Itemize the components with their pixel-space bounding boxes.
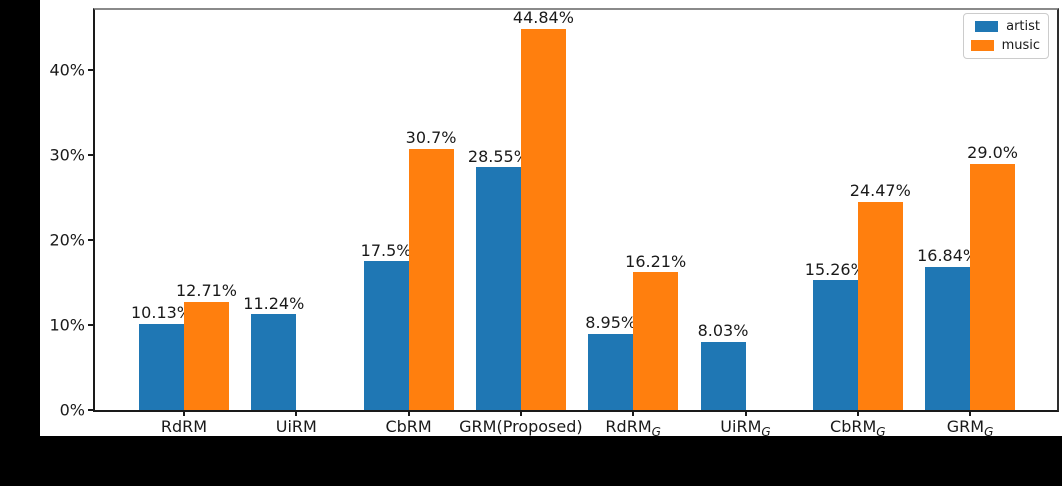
bar-value-label: 16.21% (625, 251, 687, 271)
bar-value-label: 44.84% (512, 8, 574, 28)
x-axis-label-GRM(Proposed): GRM(Proposed) (459, 417, 583, 436)
y-axis-tick (88, 69, 93, 71)
bar-artist-GRM-G (925, 266, 971, 410)
bar-value-label: 16.84% (917, 246, 979, 266)
y-axis-tick (88, 324, 93, 326)
bar-artist-RdRM (139, 323, 184, 410)
legend-entry-music: music (970, 38, 1040, 53)
bar-value-label: 12.71% (175, 281, 238, 301)
y-axis-tick (88, 154, 93, 156)
x-axis-tick (632, 412, 635, 416)
bar-music-RdRM-G (633, 272, 679, 410)
y-axis-tick (88, 409, 93, 411)
bar-music-CbRM (408, 149, 454, 410)
bar-value-label: 8.03% (697, 321, 749, 341)
chart-figure: artist music 0% 10% 20% 30% 40% 10.13% 12.71% R… (40, 0, 1062, 439)
axes: artist music 0% 10% 20% 30% 40% 10.13% 12.71% R… (49, 8, 1059, 439)
bar-value-label: 8.95% (585, 313, 637, 333)
bar-artist-CbRM (363, 261, 409, 410)
bar-music-RdRM (184, 301, 229, 410)
x-axis-tick (519, 412, 522, 416)
bar-artist-UiRM-G (700, 341, 746, 410)
x-axis-tick (407, 412, 410, 416)
bar-value-label: 24.47% (849, 181, 911, 201)
bar-value-label: 17.5% (360, 240, 412, 260)
x-axis-label-UiRM-G: UiRMG (720, 417, 771, 439)
y-axis-tick-label: 20% (49, 230, 85, 250)
y-axis-tick-label: 10% (49, 315, 85, 335)
legend: artist music (962, 13, 1049, 59)
x-axis-label-CbRM-G: CbRMG (830, 417, 886, 439)
music-series-swatch-icon (970, 40, 994, 51)
legend-entry-artist: artist (971, 19, 1040, 34)
bar-artist-CbRM-G (812, 280, 858, 410)
bar-value-label: 10.13% (130, 303, 193, 323)
bar-value-label: 29.0% (967, 142, 1019, 162)
x-axis-label-UiRM: UiRM (275, 417, 317, 436)
x-axis-label-CbRM: CbRM (385, 417, 432, 436)
legend-label-artist: artist (1006, 19, 1040, 34)
y-axis-tick-label: 0% (59, 400, 85, 420)
x-axis-tick (969, 412, 972, 416)
bar-value-label: 11.24% (243, 293, 305, 313)
bar-value-label: 15.26% (804, 259, 866, 279)
x-axis-label-GRM-G: GRMG (946, 417, 994, 439)
y-axis-tick (88, 239, 93, 241)
bar-value-label: 28.55% (467, 146, 529, 166)
x-axis-label-RdRM: RdRM (160, 417, 208, 436)
y-axis-tick-label: 40% (49, 60, 85, 80)
bar-artist-GRM(Proposed) (475, 167, 521, 410)
bar-music-GRM-G (970, 163, 1016, 410)
legend-label-music: music (1001, 38, 1040, 53)
y-axis-tick-label: 30% (49, 145, 85, 165)
bar-music-CbRM-G (857, 202, 903, 410)
x-axis-label-RdRM-G: RdRMG (605, 417, 661, 439)
bar-artist-RdRM-G (588, 333, 634, 410)
bar-music-GRM(Proposed) (520, 28, 566, 410)
bar-artist-UiRM (251, 314, 297, 410)
x-axis-tick (744, 412, 747, 416)
x-axis-tick (856, 412, 859, 416)
bar-value-label: 30.7% (405, 128, 457, 148)
x-axis-tick (295, 412, 298, 416)
x-axis-tick (183, 412, 185, 416)
artist-series-swatch-icon (975, 21, 999, 32)
